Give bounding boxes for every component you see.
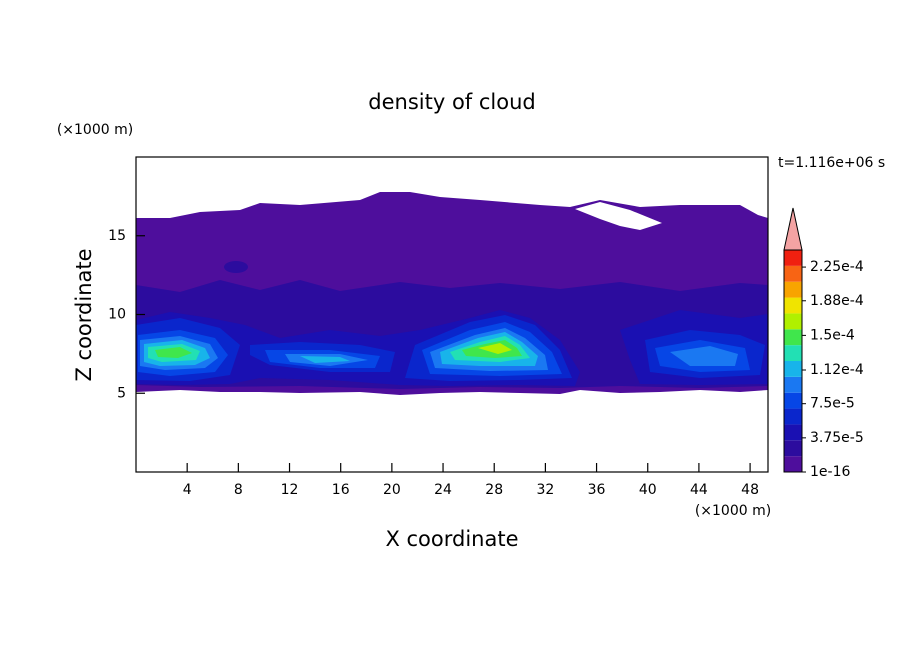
colorbar-tick-label: 2.25e-4 (810, 259, 864, 275)
colorbar-segment (784, 313, 802, 330)
x-tick-label: 44 (690, 482, 708, 498)
colorbar-frame (783, 249, 803, 473)
colorbar-segment (784, 345, 802, 361)
x-tick-label: 36 (588, 482, 606, 498)
colorbar-tick-label: 3.75e-5 (810, 430, 864, 446)
x-tick-label: 32 (536, 482, 554, 498)
y-tick-label: 15 (108, 228, 126, 244)
contour-region (140, 328, 738, 371)
y-tick-label: 10 (108, 307, 126, 323)
x-axis-label: X coordinate (385, 527, 518, 551)
colorbar-segment (784, 392, 802, 409)
colorbar-tick-label: 1.5e-4 (810, 327, 855, 343)
colorbar-segment (784, 265, 802, 282)
colorbar-segment (784, 361, 802, 377)
x-tick-label: 24 (434, 482, 452, 498)
colorbar-tick-label: 1.88e-4 (810, 293, 864, 309)
time-annotation: t=1.116e+06 s (778, 155, 885, 171)
colorbar-segment (784, 424, 802, 441)
contour-gap (575, 202, 662, 230)
contour-region (478, 343, 512, 354)
colorbar-segment (784, 408, 802, 425)
colorbar-segment (784, 456, 802, 472)
colorbar-segment (784, 281, 802, 298)
x-unit: (×1000 m) (695, 503, 771, 519)
x-tick-label: 28 (485, 482, 503, 498)
colorbar-segment (784, 297, 802, 314)
x-tick-label: 12 (281, 482, 299, 498)
y-axis-label: Z coordinate (72, 248, 96, 381)
chart-title: density of cloud (368, 90, 535, 114)
colorbar-tick-label: 1e-16 (810, 464, 850, 480)
colorbar-segment (784, 329, 802, 346)
x-tick-label: 4 (183, 482, 192, 498)
x-tick-label: 40 (639, 482, 657, 498)
y-unit: (×1000 m) (57, 122, 133, 138)
x-tick-label: 16 (332, 482, 350, 498)
contour-region (224, 261, 248, 273)
colorbar-tick-label: 7.5e-5 (810, 396, 855, 412)
y-tick-label: 5 (117, 385, 126, 401)
contour-region (155, 340, 522, 358)
x-tick-label: 20 (383, 482, 401, 498)
contour-field (136, 192, 768, 395)
colorbar-segment (784, 376, 802, 393)
colorbar-segment (784, 440, 802, 457)
x-tick-label: 48 (741, 482, 759, 498)
contour-region (148, 336, 530, 362)
colorbar-segment (784, 250, 802, 266)
colorbar-tick-label: 1.12e-4 (810, 362, 864, 378)
x-tick-label: 8 (234, 482, 243, 498)
